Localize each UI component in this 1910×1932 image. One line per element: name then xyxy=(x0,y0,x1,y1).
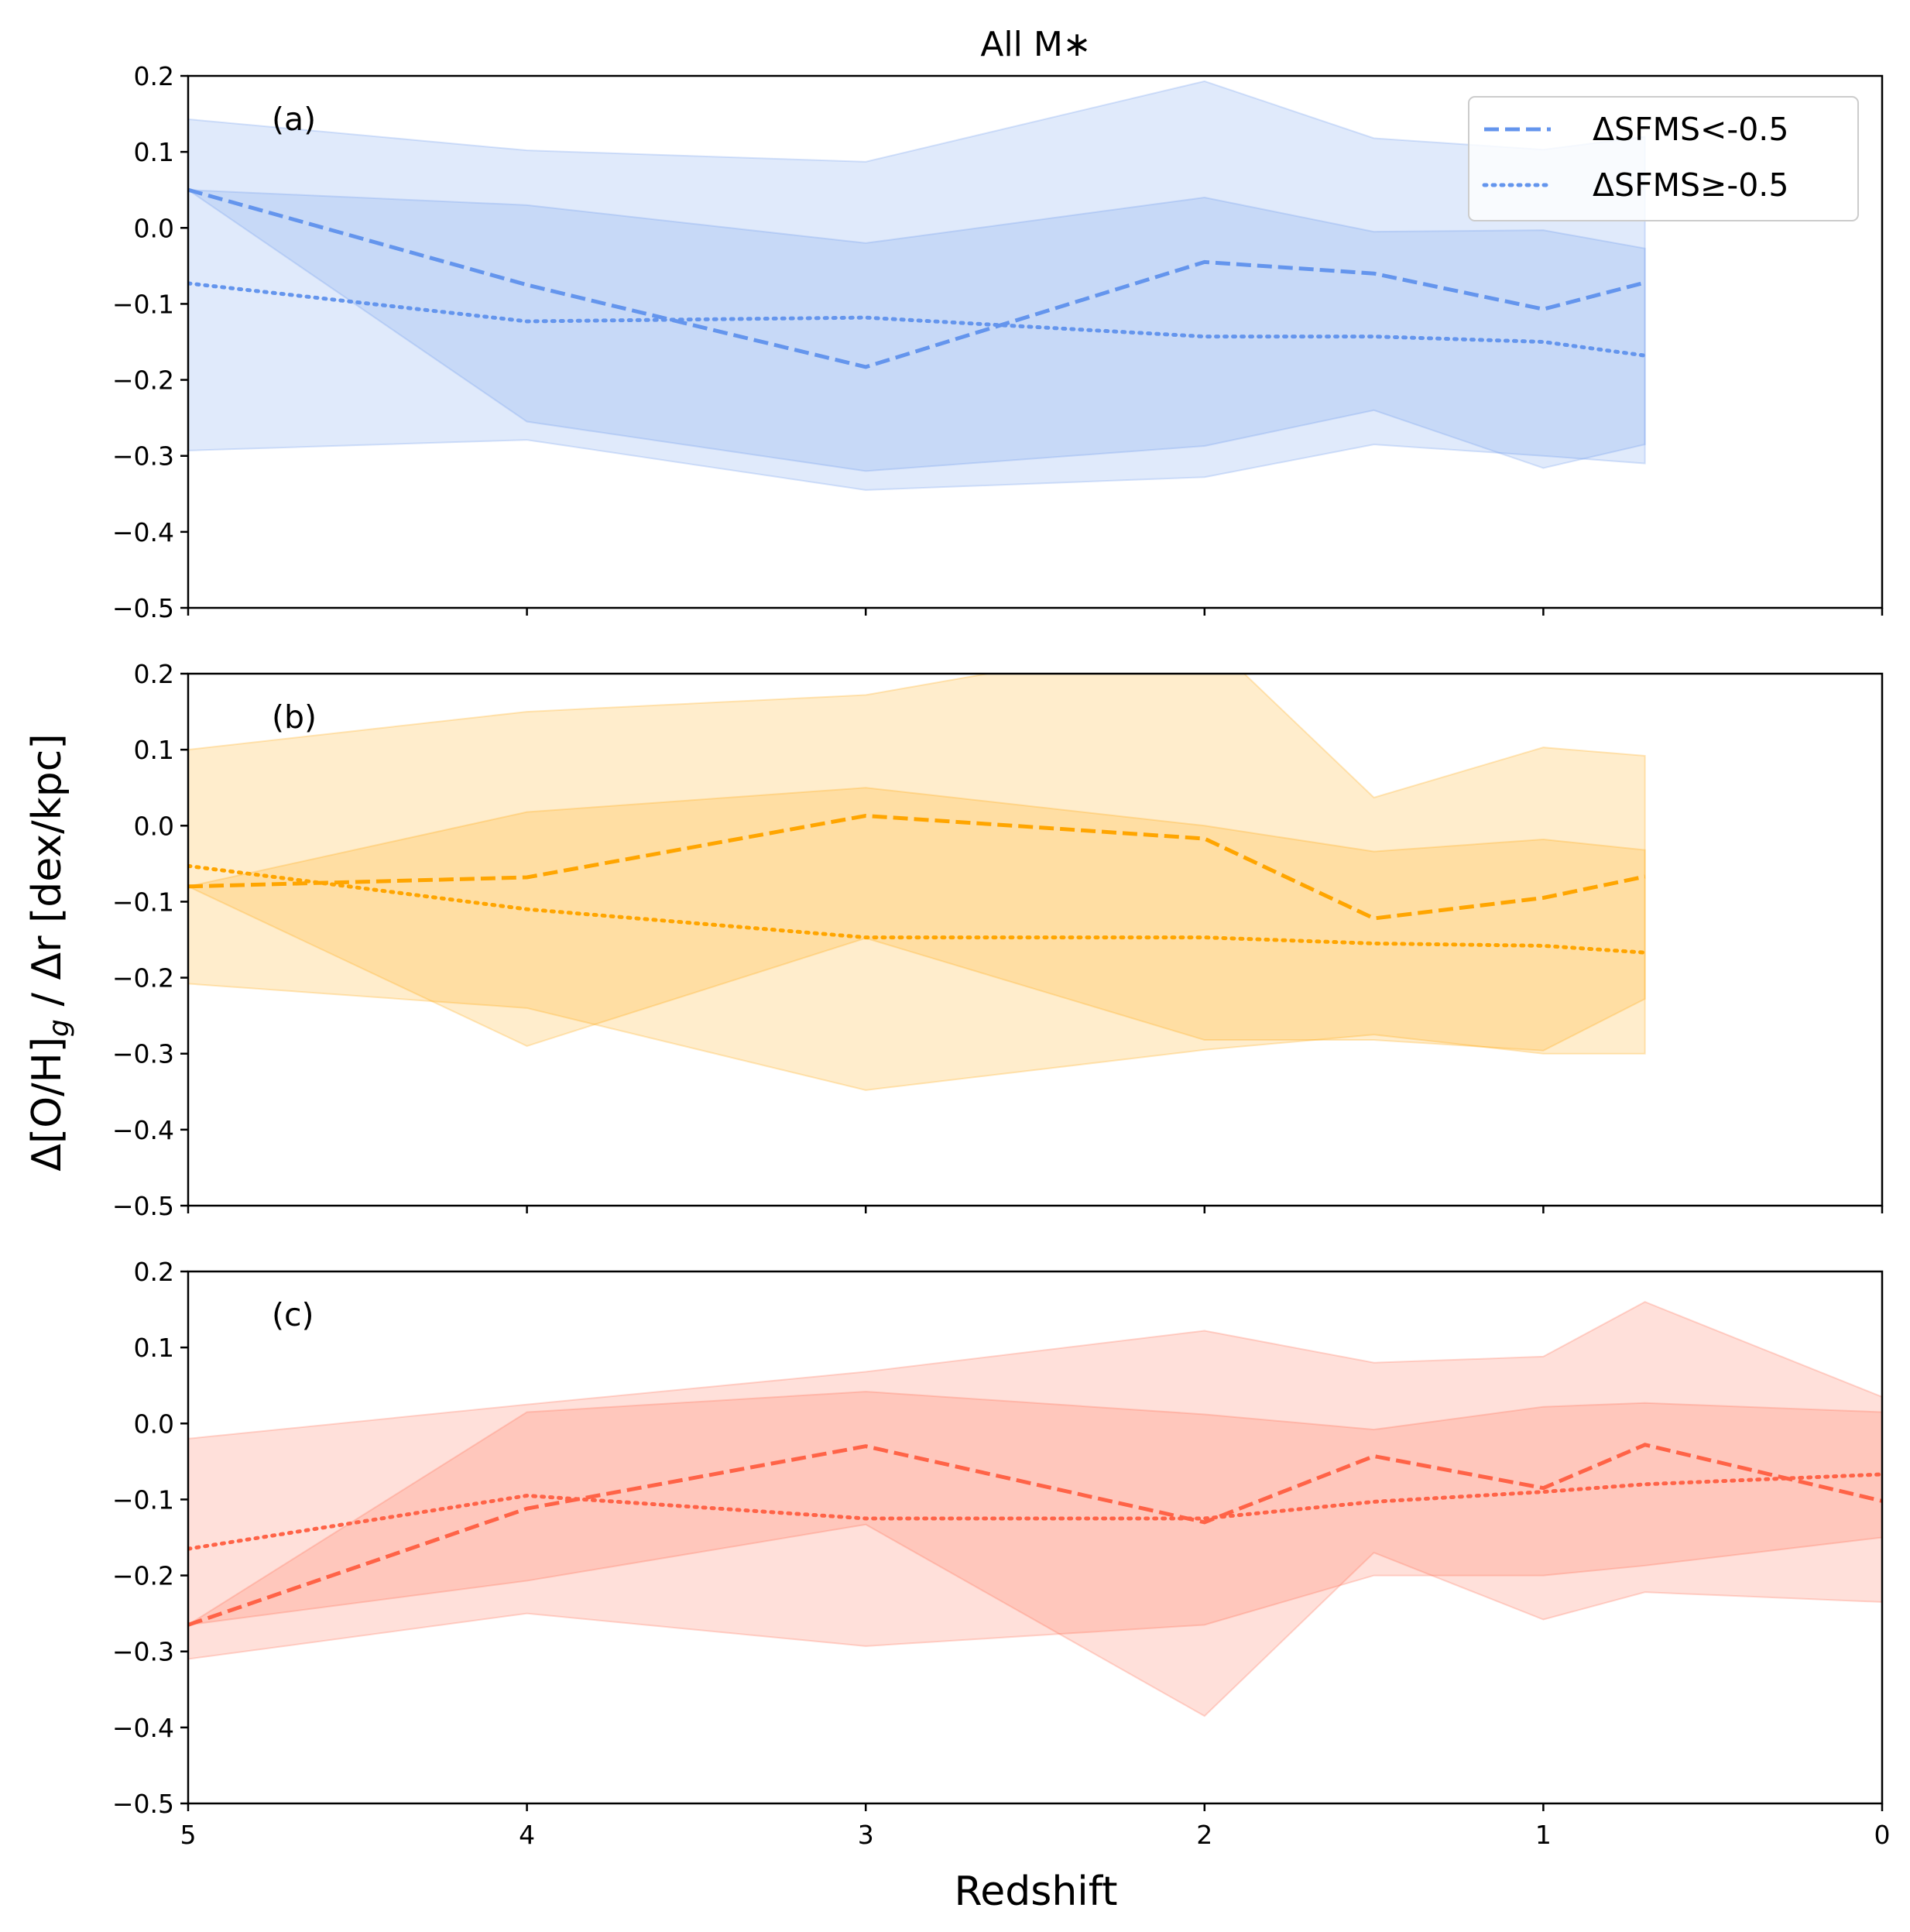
plot-area xyxy=(188,80,1648,491)
line-below-sfms xyxy=(188,1443,1882,1627)
y-tick-label: −0.5 xyxy=(112,593,174,623)
axes-frame xyxy=(187,1270,1884,1805)
line-below-sfms xyxy=(188,187,1646,369)
y-tick-label: 0.1 xyxy=(134,137,174,167)
panel-label: (a) xyxy=(272,101,316,138)
band-below-sfms xyxy=(188,189,1646,472)
x-tick-label: 5 xyxy=(180,1820,197,1850)
axes-frame xyxy=(187,74,1884,609)
y-tick-label: −0.2 xyxy=(112,1561,174,1591)
line-above-sfms xyxy=(188,281,1648,358)
x-tick-label: 1 xyxy=(1535,1820,1552,1850)
y-tick-label: −0.1 xyxy=(112,289,174,319)
y-tick-label: −0.3 xyxy=(112,441,174,472)
y-tick-label: 0.0 xyxy=(134,213,174,243)
y-tick-label: −0.3 xyxy=(112,1637,174,1667)
panel-b: −0.5 −0.4 −0.3 −0.2 −0.1 0.0 0.1 0.2 (b) xyxy=(112,659,1884,1221)
x-tick-label: 0 xyxy=(1874,1820,1891,1850)
panel-label: (c) xyxy=(272,1296,314,1333)
x-tick-label: 4 xyxy=(519,1820,535,1850)
legend-label: ΔSFMS<-0.5 xyxy=(1593,111,1788,148)
y-tick-label: −0.4 xyxy=(112,517,174,547)
legend-label: ΔSFMS≥-0.5 xyxy=(1593,166,1788,204)
y-tick-label: −0.1 xyxy=(112,1484,174,1515)
y-tick-label: 0.1 xyxy=(134,735,174,765)
band-below-sfms xyxy=(188,787,1646,1052)
x-tick-label: 2 xyxy=(1196,1820,1212,1850)
band-above-sfms xyxy=(188,80,1646,491)
band-above-sfms xyxy=(188,1301,1882,1660)
panels: −0.5 −0.4 −0.3 −0.2 −0.1 0.0 0.1 0.2 (a) ΔSFMS<-0… xyxy=(112,61,1891,1850)
x-tick-label: 3 xyxy=(858,1820,874,1850)
plot-area xyxy=(188,674,1648,1091)
legend-box xyxy=(1468,96,1859,221)
y-tick-label: 0.1 xyxy=(134,1333,174,1363)
line-above-sfms xyxy=(188,863,1648,955)
y-tick-label: −0.4 xyxy=(112,1713,174,1743)
y-axis-label-subscript: g xyxy=(43,1019,75,1037)
axes-frame xyxy=(187,672,1884,1207)
y-tick-label: 0.2 xyxy=(134,61,174,91)
line-below-sfms xyxy=(188,813,1646,921)
y-tick-label: −0.2 xyxy=(112,963,174,993)
y-tick-label: −0.5 xyxy=(112,1789,174,1819)
y-tick-label: −0.1 xyxy=(112,887,174,917)
y-tick-label: 0.2 xyxy=(134,1257,174,1287)
chart-title: All M∗ xyxy=(980,25,1091,64)
y-tick-label: −0.2 xyxy=(112,365,174,396)
y-tick-label: −0.5 xyxy=(112,1191,174,1221)
panel-label: (b) xyxy=(272,698,317,736)
line-above-sfms xyxy=(188,1472,1882,1551)
y-tick-label: 0.0 xyxy=(134,811,174,841)
x-axis-label: Redshift xyxy=(954,1869,1117,1915)
band-above-sfms xyxy=(188,674,1646,1091)
y-tick-label: −0.3 xyxy=(112,1039,174,1069)
y-axis-label-rest: / Δr [dex/kpc] xyxy=(24,733,70,1019)
y-tick-label: −0.4 xyxy=(112,1115,174,1145)
legend: ΔSFMS<-0.5 ΔSFMS≥-0.5 xyxy=(1468,96,1859,221)
plot-area xyxy=(188,1301,1882,1718)
panel-a: −0.5 −0.4 −0.3 −0.2 −0.1 0.0 0.1 0.2 (a) ΔSFMS<-0… xyxy=(112,61,1884,623)
y-axis-label: Δ[O/H]g / Δr [dex/kpc] xyxy=(24,733,75,1171)
y-tick-label: 0.2 xyxy=(134,659,174,689)
panel-c: −0.5 −0.4 −0.3 −0.2 −0.1 0.0 0.1 0.2 5 4 3 2 1 0 (c) xyxy=(112,1257,1891,1850)
y-tick-label: 0.0 xyxy=(134,1409,174,1439)
